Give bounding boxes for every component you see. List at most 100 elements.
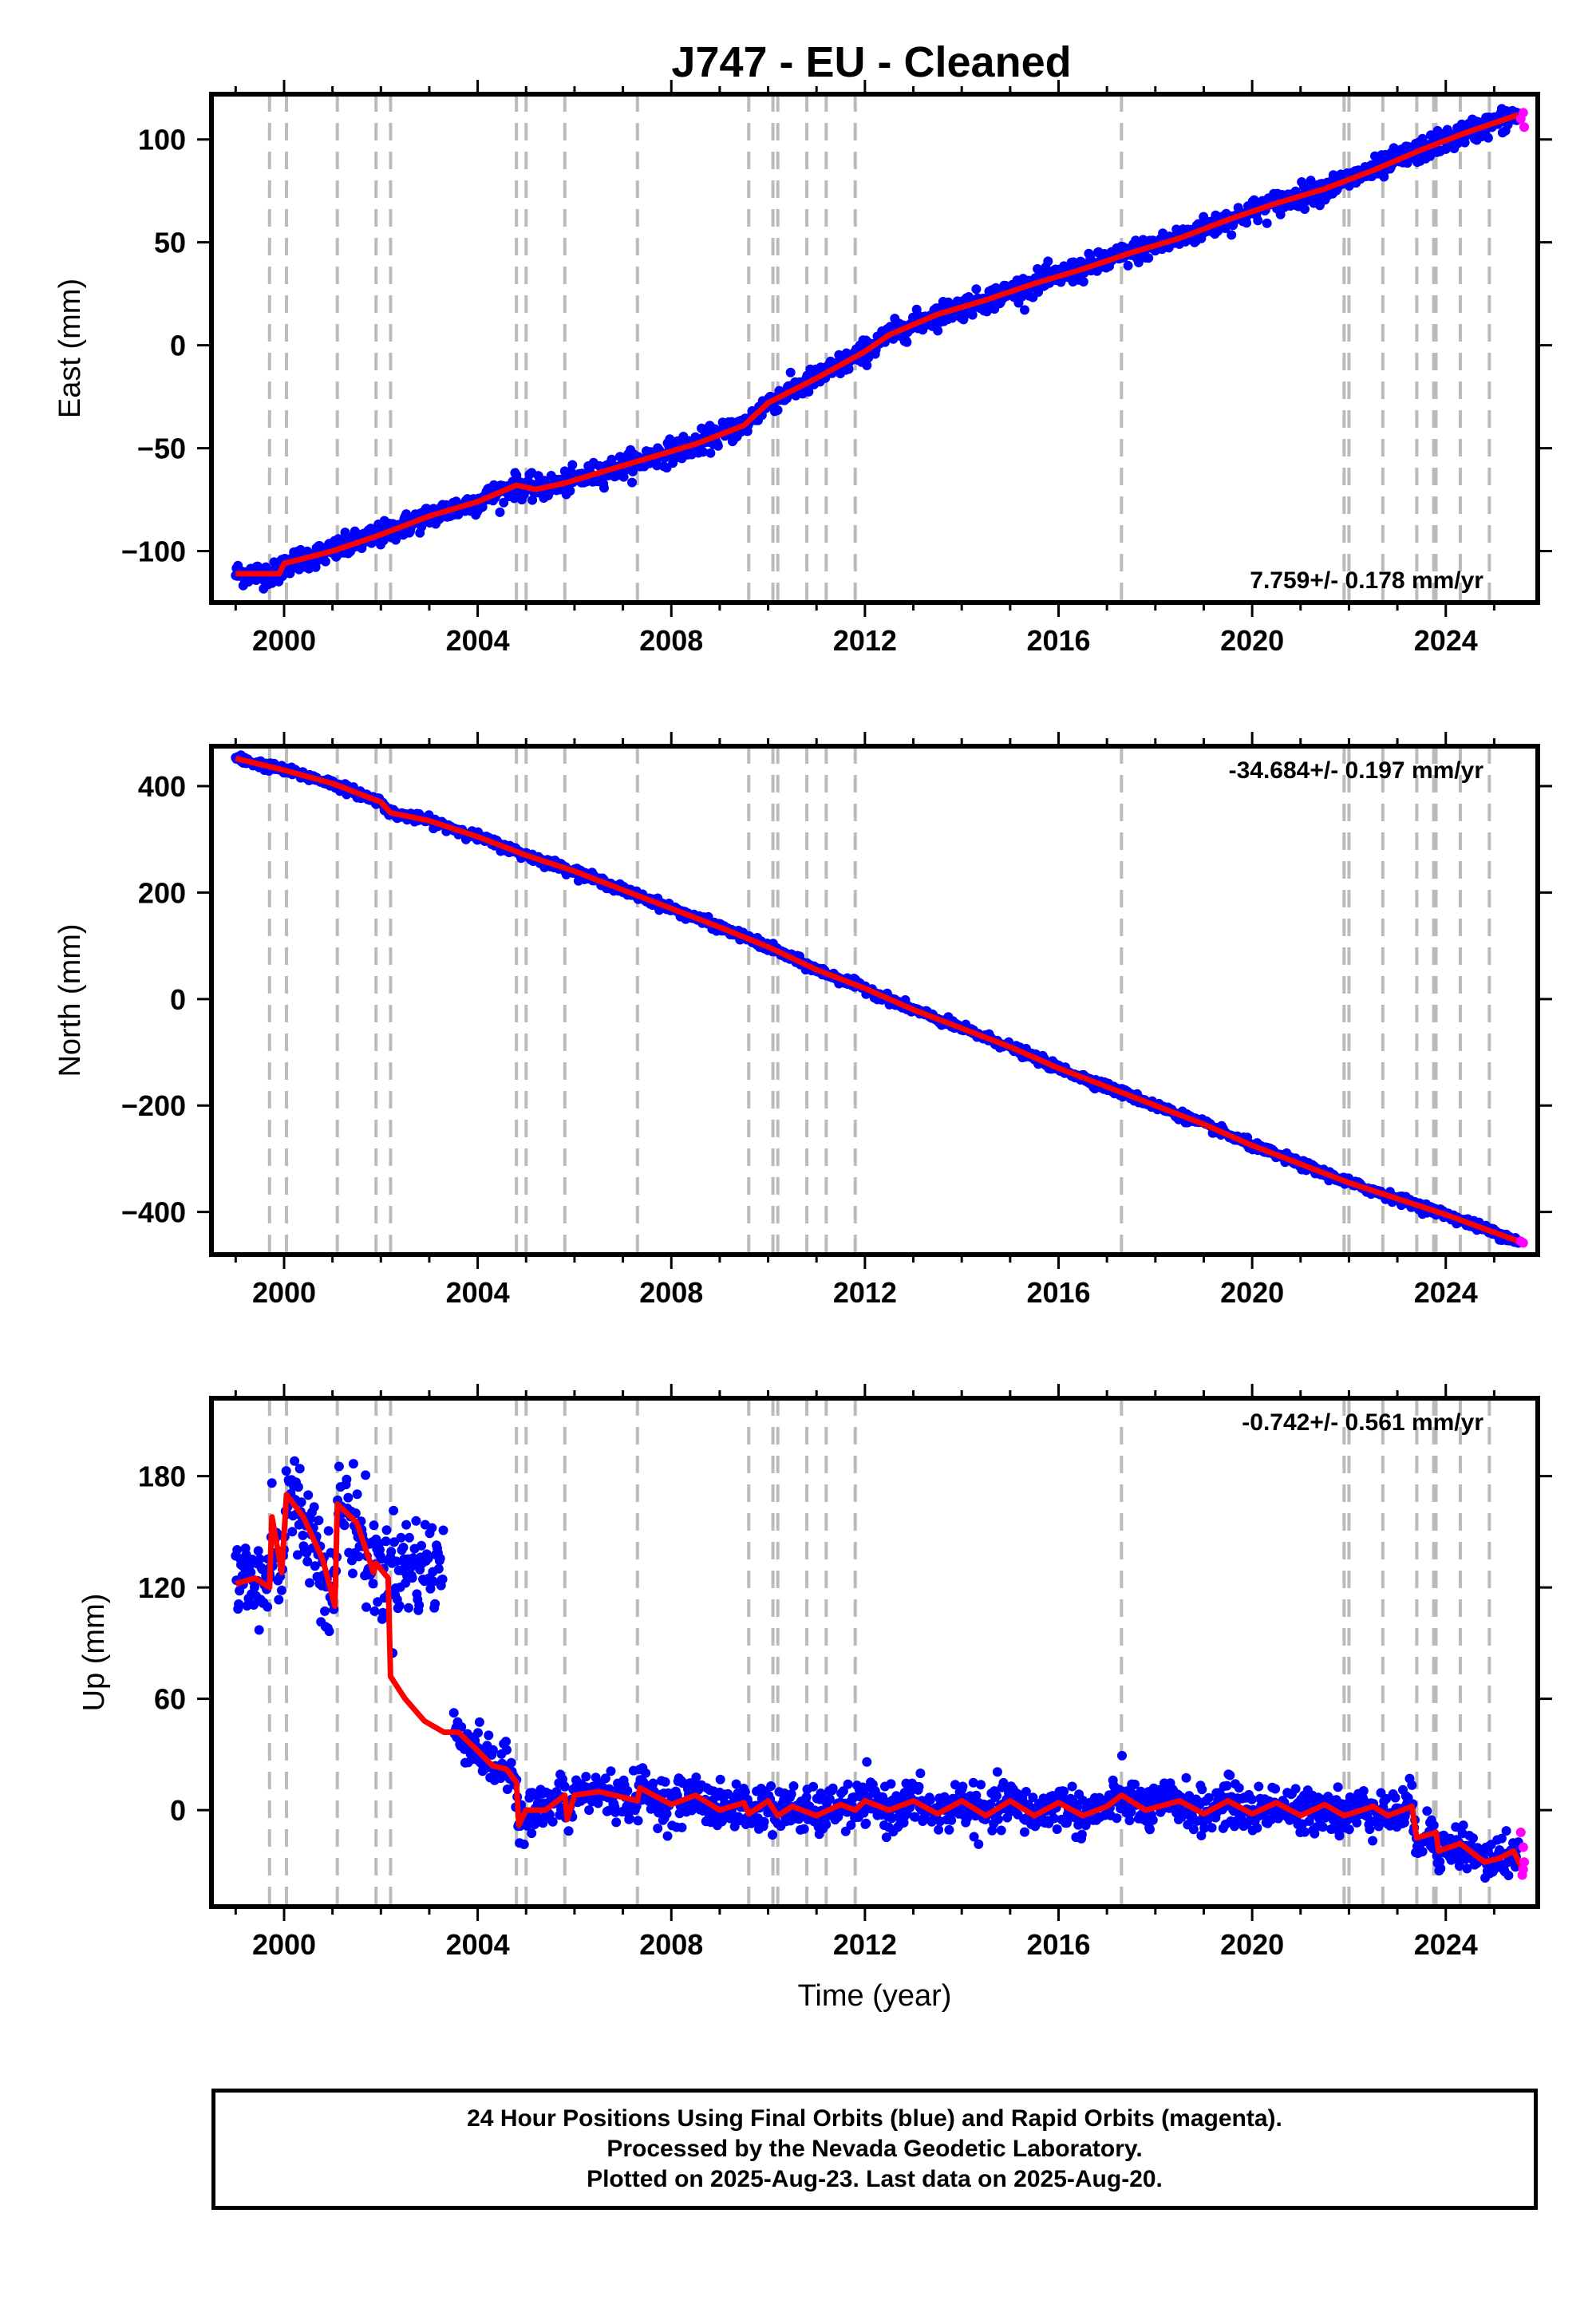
east-x-tick-label: 2008 <box>639 624 703 657</box>
up-data-point <box>417 1540 427 1551</box>
up-data-point <box>547 1816 558 1827</box>
up-data-point <box>369 1606 380 1616</box>
east-data-point <box>967 310 978 320</box>
east-y-tick-label: 50 <box>154 227 186 259</box>
up-data-point <box>600 1773 610 1784</box>
up-data-point <box>437 1574 448 1584</box>
up-data-point <box>343 1492 354 1503</box>
east-y-tick-label: 100 <box>138 124 186 156</box>
east-data-point <box>477 502 488 512</box>
up-data-point <box>934 1824 944 1835</box>
east-data-point <box>713 441 723 451</box>
up-data-point <box>910 1812 920 1822</box>
east-data-point <box>1262 218 1272 228</box>
east-x-tick-label: 2020 <box>1220 624 1284 657</box>
up-data-point <box>425 1583 436 1594</box>
up-data-point <box>1199 1823 1210 1833</box>
north-frame <box>209 744 1540 1257</box>
up-data-point <box>433 1563 444 1574</box>
north-model-line <box>235 755 1519 1244</box>
up-data-point <box>423 1553 433 1563</box>
up-data-point <box>740 1787 750 1797</box>
up-data-point <box>766 1781 776 1791</box>
up-data-point <box>414 1600 425 1611</box>
east-data-point <box>971 284 982 294</box>
north-y-axis-label: North (mm) <box>53 923 87 1077</box>
east-data-point <box>862 360 872 370</box>
up-data-point <box>522 1820 532 1831</box>
up-data-point <box>653 1824 663 1833</box>
up-data-point <box>290 1456 300 1466</box>
up-data-point <box>1130 1779 1140 1789</box>
up-data-point <box>296 1497 306 1508</box>
up-data-point <box>633 1816 643 1826</box>
up-data-point <box>1246 1794 1257 1804</box>
up-data-point <box>389 1537 399 1547</box>
up-data-point <box>799 1824 809 1834</box>
up-data-point <box>996 1825 1006 1836</box>
up-data-point <box>1252 1823 1262 1833</box>
up-data-point <box>1021 1787 1031 1796</box>
up-data-point <box>310 1561 320 1571</box>
east-data-point <box>599 483 609 493</box>
up-data-point <box>1254 1781 1264 1792</box>
up-data-point <box>611 1817 622 1828</box>
east-rapid-point <box>1519 122 1530 132</box>
up-data-point <box>381 1525 392 1535</box>
up-data-point <box>474 1717 484 1727</box>
up-data-point <box>993 1814 1003 1824</box>
north-x-tick-label: 2024 <box>1414 1276 1478 1309</box>
up-data-point <box>255 1554 265 1564</box>
up-data-point <box>672 1790 682 1800</box>
up-data-point <box>648 1778 658 1788</box>
up-data-point <box>925 1795 935 1805</box>
up-data-point <box>277 1585 286 1595</box>
up-data-point <box>303 1490 314 1500</box>
east-data-point <box>785 367 796 377</box>
up-data-point <box>320 1606 330 1616</box>
up-data-point <box>246 1567 256 1578</box>
east-data-point <box>1300 204 1310 214</box>
up-data-point <box>389 1505 399 1516</box>
up-data-point <box>946 1815 957 1825</box>
east-data-point <box>698 447 708 457</box>
up-data-point <box>249 1600 259 1610</box>
east-data-point <box>804 386 814 397</box>
up-data-point <box>501 1737 511 1747</box>
up-data-point <box>1117 1750 1127 1761</box>
east-x-tick-label: 2012 <box>833 624 897 657</box>
up-data-point <box>660 1777 670 1787</box>
up-data-point <box>1234 1783 1244 1793</box>
up-data-point <box>691 1773 701 1782</box>
east-data-point <box>902 337 912 347</box>
east-data-point <box>1253 215 1263 226</box>
up-data-point <box>407 1573 417 1583</box>
east-data-point <box>627 477 637 488</box>
up-data-point <box>1225 1770 1235 1780</box>
up-data-point <box>254 1625 264 1635</box>
up-data-point <box>662 1808 672 1819</box>
up-data-point <box>234 1599 244 1609</box>
up-data-point <box>527 1828 537 1839</box>
up-data-point <box>484 1730 494 1741</box>
up-data-point <box>1112 1813 1122 1824</box>
up-data-point <box>361 1470 371 1480</box>
up-data-point <box>339 1520 350 1531</box>
up-data-point <box>342 1474 352 1484</box>
north-y-tick-label: −400 <box>121 1196 186 1229</box>
up-data-point <box>1028 1792 1038 1803</box>
east-y-axis-label: East (mm) <box>53 279 87 418</box>
up-data-point <box>394 1601 405 1611</box>
up-data-point <box>886 1779 896 1789</box>
up-data-point <box>1222 1780 1232 1791</box>
up-data-point <box>859 1808 869 1818</box>
up-data-point <box>435 1553 445 1563</box>
up-data-point <box>314 1516 324 1526</box>
up-data-point <box>488 1745 498 1755</box>
up-panel: 2000 2004 2008 2012 2016 2020 2024060120180Up … <box>77 1384 1552 2013</box>
east-data-point <box>1460 137 1470 148</box>
up-data-point <box>323 1526 334 1536</box>
east-frame <box>209 92 1540 605</box>
up-data-point <box>662 1831 673 1841</box>
